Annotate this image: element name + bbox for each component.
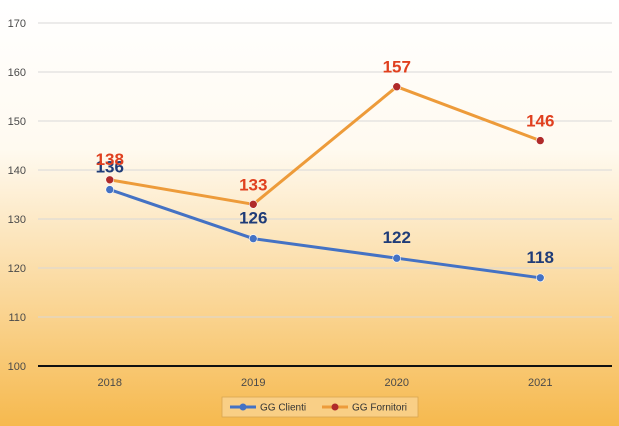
series-line-gg-fornitori bbox=[109, 85, 541, 206]
legend-label: GG Fornitori bbox=[352, 403, 407, 414]
data-point-marker bbox=[248, 234, 258, 243]
data-label: 133 bbox=[239, 175, 267, 194]
y-tick-label: 150 bbox=[8, 116, 26, 128]
data-label: 118 bbox=[527, 248, 554, 267]
legend-box bbox=[221, 396, 419, 418]
data-label: 146 bbox=[526, 112, 554, 131]
data-point-marker bbox=[535, 273, 545, 283]
x-tick-label: 2018 bbox=[98, 377, 122, 389]
data-point-marker bbox=[105, 185, 115, 194]
data-label: 122 bbox=[383, 228, 411, 247]
data-point-marker bbox=[248, 200, 258, 209]
x-tick-label: 2019 bbox=[241, 377, 265, 389]
x-tick-label: 2020 bbox=[385, 377, 409, 389]
y-tick-label: 160 bbox=[8, 67, 26, 79]
legend-label: GG Clienti bbox=[260, 403, 306, 414]
y-tick-label: 130 bbox=[8, 214, 26, 226]
x-tick-label: 2021 bbox=[528, 377, 552, 389]
data-point-marker bbox=[392, 82, 402, 91]
data-label: 138 bbox=[96, 150, 124, 169]
series-line-gg-clienti bbox=[109, 188, 541, 280]
legend-marker bbox=[239, 403, 247, 411]
data-point-marker bbox=[105, 175, 115, 185]
data-point-marker bbox=[392, 253, 402, 263]
legend: GG Clienti GG Fornitori bbox=[221, 396, 419, 418]
y-tick-label: 140 bbox=[8, 165, 26, 177]
data-label: 157 bbox=[383, 58, 411, 77]
data-label: 136 bbox=[96, 158, 124, 177]
y-tick-label: 120 bbox=[8, 263, 26, 275]
y-tick-label: 100 bbox=[8, 361, 26, 373]
y-tick-label: 110 bbox=[8, 312, 26, 324]
data-point-marker bbox=[535, 136, 545, 145]
data-label: 126 bbox=[239, 209, 267, 228]
y-tick-label: 170 bbox=[8, 18, 26, 30]
legend-marker bbox=[331, 403, 339, 411]
